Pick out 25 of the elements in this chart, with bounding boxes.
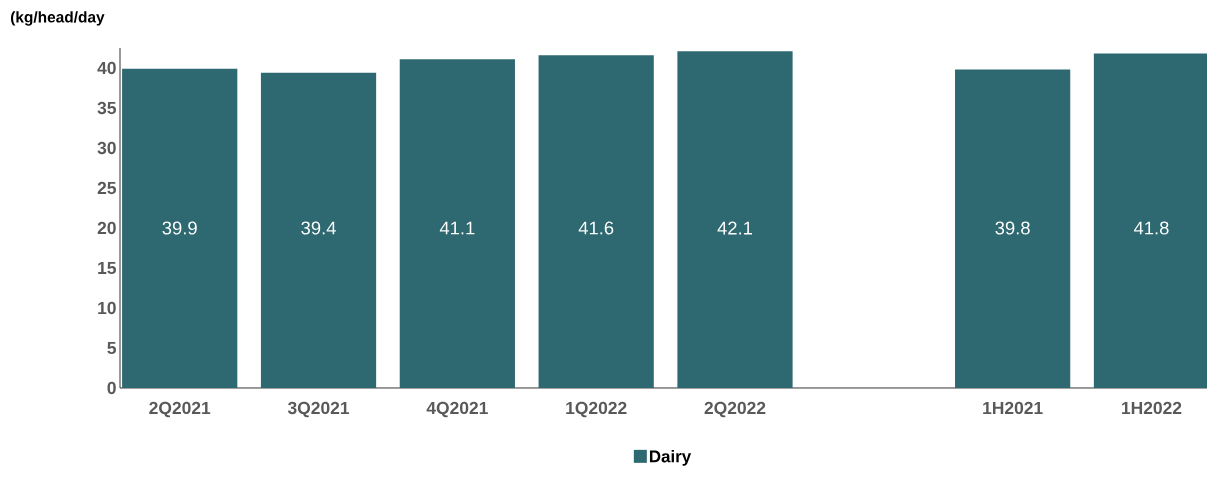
x-tick-label: 1H2021 [983, 401, 1043, 415]
data-label: 39.4 [301, 221, 336, 235]
data-label: 39.8 [995, 221, 1030, 235]
y-tick-label: 20 [97, 221, 116, 235]
x-tick-label: 1Q2022 [566, 401, 627, 418]
x-tick-label: 4Q2021 [426, 401, 488, 418]
y-tick-label: 5 [107, 341, 117, 355]
x-tick-label: 2Q2021 [149, 401, 211, 418]
x-tick-label: 3Q2021 [287, 401, 350, 418]
x-tick-label: 2Q2022 [704, 401, 766, 418]
y-tick-label: 15 [98, 261, 117, 275]
y-tick-label: 25 [97, 181, 117, 195]
legend-label: Dairy [649, 449, 692, 466]
y-tick-label: 40 [97, 61, 116, 75]
data-label: 41.8 [1133, 221, 1169, 235]
data-label: 42.1 [717, 221, 753, 235]
y-axis-title: (kg/head/day [10, 11, 105, 26]
data-label: 39.9 [162, 221, 197, 235]
y-tick-label: 10 [98, 301, 116, 315]
y-tick-label: 35 [97, 101, 117, 115]
x-tick-label: 1H2022 [1122, 401, 1182, 415]
y-tick-label: 0 [107, 381, 116, 395]
data-label: 41.6 [578, 221, 614, 235]
data-label: 41.1 [439, 221, 475, 235]
y-tick-label: 30 [97, 141, 116, 155]
